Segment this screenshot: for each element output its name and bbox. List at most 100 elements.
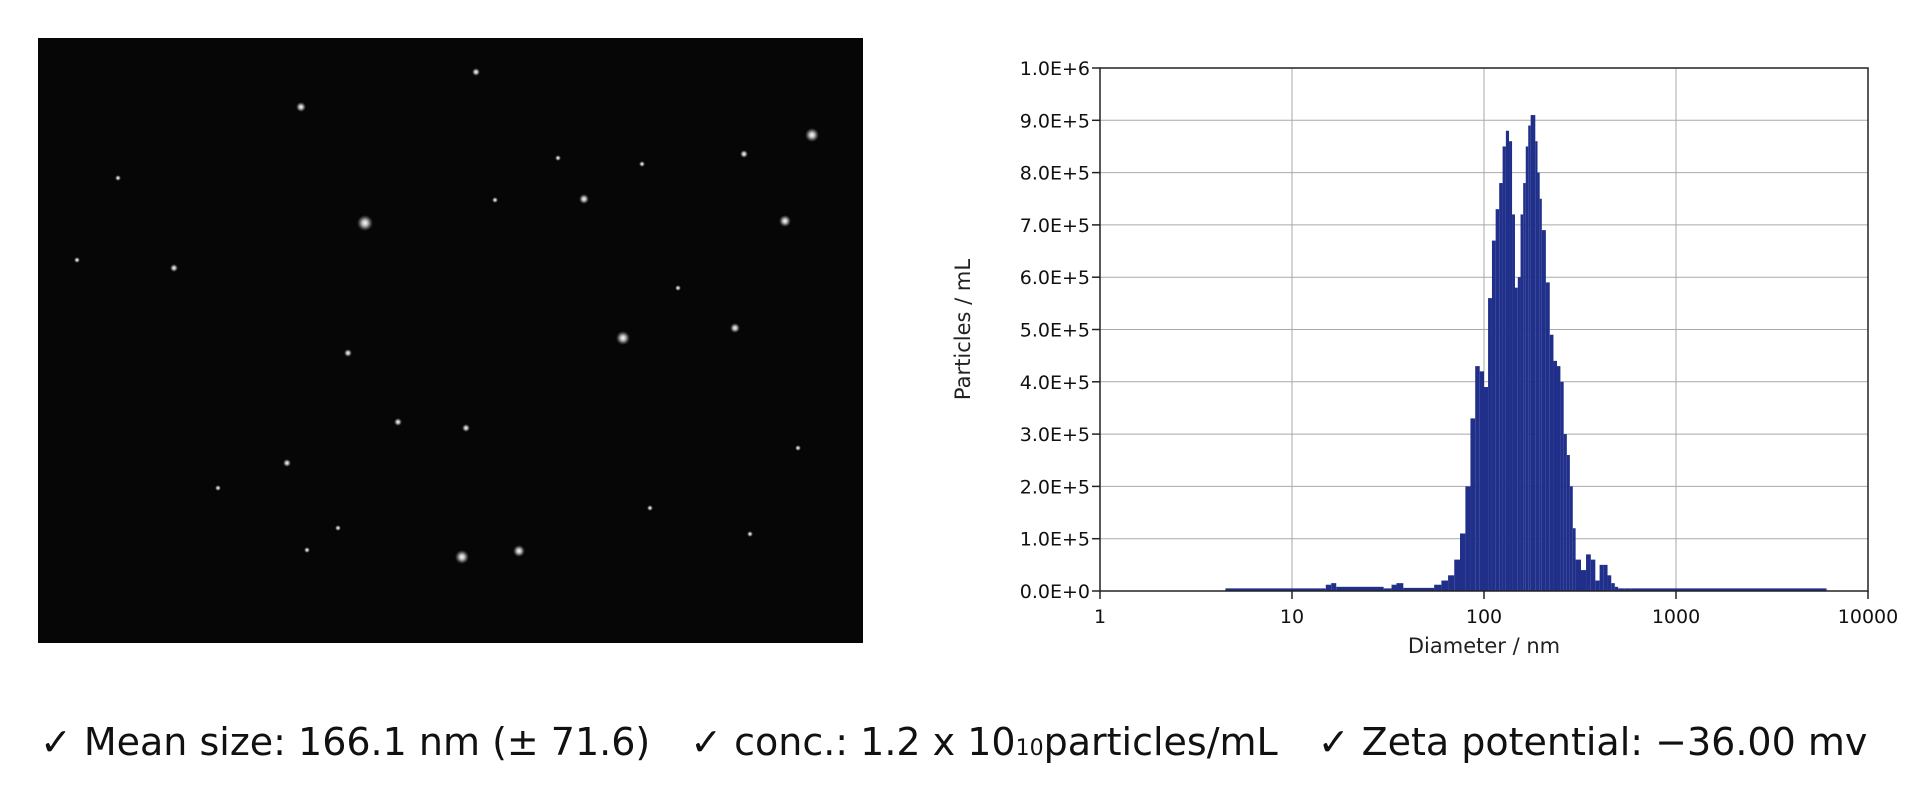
- histogram-bar: [1528, 125, 1531, 591]
- particle-dot: [740, 150, 748, 158]
- histogram-bar: [1441, 580, 1449, 591]
- chart-svg: 0.0E+0 1.0E+5 2.0E+5 3.0E+5 4.0E+5 5.0E+5 6.0E…: [951, 58, 1898, 658]
- particle-dot: [115, 175, 121, 181]
- histogram-bar: [1514, 287, 1518, 591]
- particle-dot: [74, 257, 80, 263]
- y-tick-label: 6.0E+5: [1020, 267, 1090, 289]
- x-tick-label: 100: [1466, 606, 1502, 628]
- particle-dot: [579, 194, 589, 204]
- particle-dot: [357, 215, 373, 231]
- concentration-stat: ✓ conc.: 1.2 x 10 10 particles/mL: [690, 720, 1277, 764]
- histogram-bar: [1523, 183, 1526, 591]
- particle-dot: [215, 485, 221, 491]
- histogram-bar: [1460, 533, 1466, 591]
- histogram-bar: [1535, 141, 1538, 591]
- chart-grid: [1100, 68, 1868, 591]
- y-tick-label: 9.0E+5: [1020, 110, 1090, 132]
- histogram-bar: [1566, 455, 1570, 591]
- x-tick-label: 1000: [1652, 606, 1700, 628]
- mean-size-stat: ✓ Mean size: 166.1 nm (± 71.6): [40, 720, 650, 764]
- histogram-bar: [1509, 141, 1513, 591]
- histogram-bar: [1599, 564, 1604, 591]
- particle-dot: [513, 545, 525, 557]
- check-icon: ✓: [690, 720, 723, 764]
- histogram-bar: [1448, 575, 1455, 591]
- y-tick-label: 5.0E+5: [1020, 320, 1090, 342]
- histogram-bar: [1553, 360, 1558, 591]
- y-tick-label: 1.0E+5: [1020, 529, 1090, 551]
- histogram-bar: [1563, 434, 1567, 591]
- chart-bars: [1225, 115, 1827, 591]
- histogram-bar: [1484, 387, 1489, 591]
- histogram-bar: [1475, 366, 1480, 591]
- check-icon: ✓: [1317, 720, 1350, 764]
- histogram-bar: [1560, 381, 1564, 591]
- x-axis-label: Diameter / nm: [1408, 634, 1560, 658]
- chart-ticks: 0.0E+0 1.0E+5 2.0E+5 3.0E+5 4.0E+5 5.0E+5 6.0E…: [1020, 58, 1898, 628]
- zeta-potential-text: Zeta potential: −36.00 mv: [1361, 720, 1868, 764]
- histogram-bar: [1331, 583, 1337, 591]
- summary-line: ✓ Mean size: 166.1 nm (± 71.6) ✓ conc.: …: [40, 712, 1900, 772]
- histogram-bar: [1505, 130, 1510, 591]
- particle-dot: [805, 128, 819, 142]
- histogram-bar: [1595, 580, 1600, 591]
- y-tick-label: 7.0E+5: [1020, 215, 1090, 237]
- particle-dot: [462, 424, 470, 432]
- particle-dot: [394, 418, 402, 426]
- histogram-bar: [1603, 564, 1608, 591]
- check-icon: ✓: [40, 720, 72, 764]
- histogram-bar: [1499, 183, 1503, 591]
- histogram-bar: [1825, 588, 1827, 591]
- histogram-bar: [1336, 586, 1384, 591]
- particle-dot: [730, 323, 740, 333]
- particle-dot: [283, 459, 291, 467]
- histogram-bar: [1479, 371, 1484, 591]
- histogram-bar: [1590, 559, 1596, 591]
- histogram-bar: [1491, 240, 1496, 591]
- histogram-bar: [1541, 230, 1546, 591]
- histogram-bar: [1320, 588, 1326, 591]
- histogram-bar: [1454, 559, 1461, 591]
- histogram-bar: [1533, 115, 1536, 591]
- particle-dot: [455, 550, 469, 564]
- histogram-bar: [1495, 209, 1500, 591]
- histogram-bar: [1614, 586, 1619, 591]
- particle-dot: [647, 505, 653, 511]
- particle-dot: [639, 161, 645, 167]
- histogram-bar: [1488, 298, 1492, 591]
- histogram-bar: [1586, 554, 1591, 591]
- particle-dot: [344, 349, 352, 357]
- particle-dot: [795, 445, 801, 451]
- histogram-bar: [1396, 583, 1404, 591]
- histogram-bar: [1580, 570, 1587, 591]
- particle-dot: [296, 102, 306, 112]
- histogram-bar: [1512, 214, 1515, 591]
- histogram-bar: [1611, 583, 1615, 591]
- y-tick-label: 2.0E+5: [1020, 476, 1090, 498]
- zeta-potential-stat: ✓ Zeta potential: −36.00 mv: [1318, 720, 1868, 764]
- y-axis-label: Particles / mL: [951, 259, 975, 400]
- histogram-bar: [1572, 528, 1576, 591]
- histogram-bar: [1539, 198, 1542, 591]
- histogram-bar: [1383, 588, 1392, 591]
- x-tick-label: 10000: [1838, 606, 1898, 628]
- histogram-bar: [1607, 575, 1612, 591]
- particle-dot: [779, 215, 791, 227]
- histogram-bar: [1502, 146, 1506, 591]
- concentration-prefix: conc.: 1.2 x 10: [734, 720, 1016, 764]
- mean-size-text: Mean size: 166.1 nm (± 71.6): [83, 720, 651, 764]
- histogram-bar: [1575, 559, 1581, 591]
- histogram-bar: [1557, 366, 1561, 591]
- y-tick-label: 0.0E+0: [1020, 581, 1090, 603]
- histogram-bar: [1624, 588, 1631, 591]
- concentration-suffix: particles/mL: [1043, 720, 1278, 764]
- histogram-bar: [1525, 146, 1529, 591]
- y-tick-label: 1.0E+6: [1020, 58, 1090, 80]
- nanoparticle-micrograph: [38, 38, 863, 643]
- histogram-bar: [1569, 486, 1573, 591]
- particle-dot: [335, 525, 341, 531]
- histogram-bar: [1465, 486, 1471, 591]
- histogram-bar: [1630, 588, 1826, 591]
- particle-dot: [616, 331, 630, 345]
- concentration-exponent: 10: [1015, 736, 1044, 761]
